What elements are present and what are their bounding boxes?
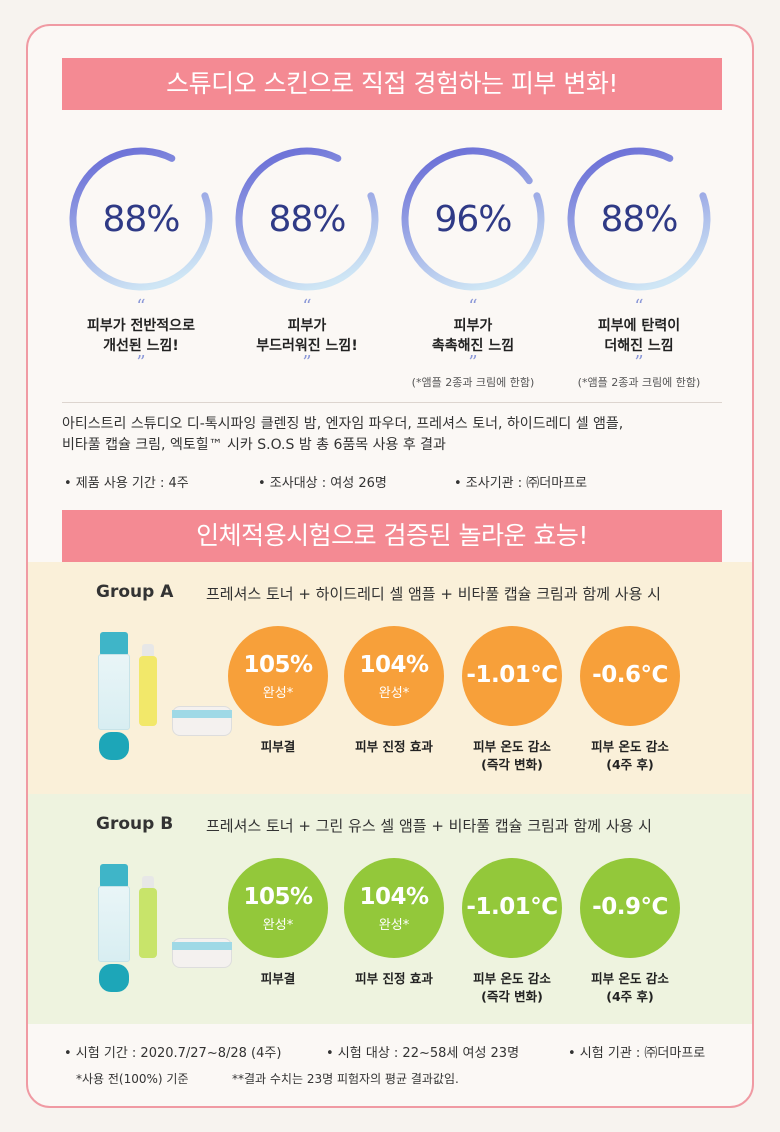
ring-3: 96% bbox=[398, 144, 548, 294]
divider bbox=[62, 402, 722, 403]
middle-banner: 인체적용시험으로 검증된 놀라운 효능! bbox=[62, 510, 722, 562]
group-a: Group A 프레셔스 토너 + 하이드레디 셀 앰플 + 비타풀 캡슐 크림… bbox=[28, 562, 752, 794]
group-a-label-4: 피부 온도 감소 (4주 후) bbox=[591, 739, 669, 772]
quote-open: “ bbox=[136, 296, 146, 317]
ring-1-arc bbox=[69, 147, 213, 291]
group-b-bubble-4: -0.9℃ bbox=[580, 858, 680, 958]
survey-agency: • 조사기관 : ㈜더마프로 bbox=[454, 476, 588, 491]
group-b-label-1: 피부결 bbox=[260, 971, 296, 986]
group-b-bubble-1: 105% 완성* bbox=[228, 858, 328, 958]
ring-2-value: 88% bbox=[268, 198, 346, 240]
test-agency: • 시험 기관 : ㈜더마프로 bbox=[568, 1046, 706, 1061]
ring-2-label: 피부가 부드러워진 느낌! bbox=[256, 318, 358, 354]
ring-1-label: 피부가 전반적으로 개선된 느낌! bbox=[87, 318, 195, 354]
group-a-label-2: 피부 진정 효과 bbox=[355, 739, 433, 754]
ring-3-value: 96% bbox=[434, 198, 512, 240]
ring-4-label: 피부에 탄력이 더해진 느낌 bbox=[597, 318, 681, 354]
test-period: • 시험 기간 : 2020.7/27~8/28 (4주) bbox=[64, 1046, 282, 1061]
ring-3-arc bbox=[401, 147, 545, 291]
quote-close: ” bbox=[634, 352, 644, 373]
survey-period: • 제품 사용 기간 : 4주 bbox=[64, 476, 189, 491]
group-b: Group B 프레셔스 토너 + 그린 유스 셀 앰플 + 비타풀 캡슐 크림… bbox=[28, 794, 752, 1024]
ring-4-note: (*앰플 2종과 크림에 한함) bbox=[577, 376, 701, 389]
group-b-label-2: 피부 진정 효과 bbox=[355, 971, 433, 986]
group-a-desc: 프레셔스 토너 + 하이드레디 셀 앰플 + 비타풀 캡슐 크림과 함께 사용 … bbox=[206, 585, 661, 603]
group-b-desc: 프레셔스 토너 + 그린 유스 셀 앰플 + 비타풀 캡슐 크림과 함께 사용 … bbox=[206, 817, 652, 835]
group-a-bubble-4: -0.6℃ bbox=[580, 626, 680, 726]
top-banner: 스튜디오 스킨으로 직접 경험하는 피부 변화! bbox=[62, 58, 722, 110]
quote-close: ” bbox=[302, 352, 312, 373]
group-b-bubble-2: 104% 완성* bbox=[344, 858, 444, 958]
group-b-label-4: 피부 온도 감소 (4주 후) bbox=[591, 971, 669, 1004]
survey-subjects: • 조사대상 : 여성 26명 bbox=[258, 476, 387, 491]
ring-4-value: 88% bbox=[600, 198, 678, 240]
ring-3-note: (*앰플 2종과 크림에 한함) bbox=[411, 376, 535, 389]
ring-1-value: 88% bbox=[102, 198, 180, 240]
ring-3-label: 피부가 촉촉해진 느낌 bbox=[431, 318, 515, 354]
group-b-title: Group B bbox=[96, 814, 174, 834]
group-a-bubble-3: -1.01℃ bbox=[462, 626, 562, 726]
ring-2: 88% bbox=[232, 144, 382, 294]
group-a-label-1: 피부결 bbox=[260, 739, 296, 754]
ring-2-arc bbox=[235, 147, 379, 291]
group-a-title: Group A bbox=[96, 582, 174, 602]
quote-open: “ bbox=[634, 296, 644, 317]
group-b-bubble-3: -1.01℃ bbox=[462, 858, 562, 958]
ring-1: 88% bbox=[66, 144, 216, 294]
product-image bbox=[94, 864, 244, 994]
infographic-card: 스튜디오 스킨으로 직접 경험하는 피부 변화! 88% 88% 96% 88%… bbox=[26, 24, 754, 1108]
quote-open: “ bbox=[302, 296, 312, 317]
quote-close: ” bbox=[468, 352, 478, 373]
group-a-bubble-2: 104% 완성* bbox=[344, 626, 444, 726]
footnote-baseline: *사용 전(100%) 기준 bbox=[76, 1072, 189, 1086]
ring-4-arc bbox=[567, 147, 711, 291]
quote-open: “ bbox=[468, 296, 478, 317]
footnote-average: **결과 수치는 23명 피험자의 평균 결과값임. bbox=[232, 1072, 459, 1086]
description: 아티스트리 스튜디오 디-톡시파잉 클렌징 밤, 엔자임 파우더, 프레셔스 토… bbox=[62, 416, 624, 453]
group-a-label-3: 피부 온도 감소 (즉각 변화) bbox=[473, 739, 551, 772]
group-b-label-3: 피부 온도 감소 (즉각 변화) bbox=[473, 971, 551, 1004]
group-a-bubble-1: 105% 완성* bbox=[228, 626, 328, 726]
ring-4: 88% bbox=[564, 144, 714, 294]
product-image bbox=[94, 632, 244, 762]
quote-close: ” bbox=[136, 352, 146, 373]
test-subjects: • 시험 대상 : 22~58세 여성 23명 bbox=[326, 1046, 520, 1061]
